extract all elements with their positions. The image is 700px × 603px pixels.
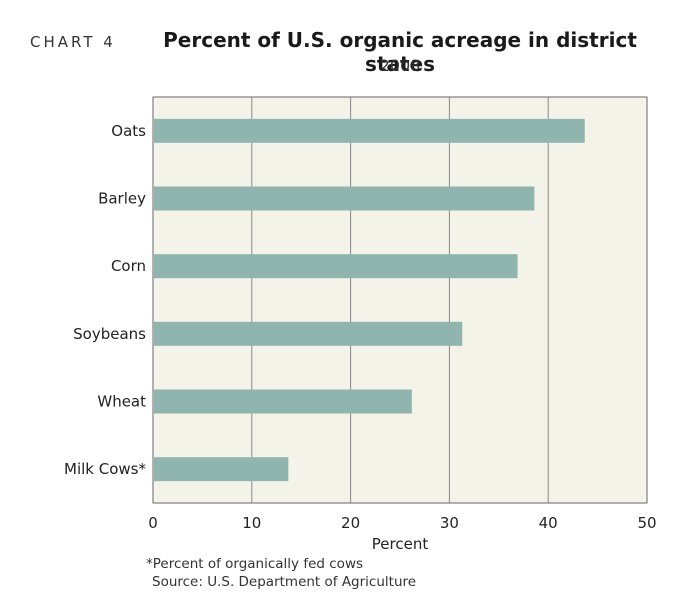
bar-wheat [154,389,412,414]
plot-area [153,97,647,503]
x-tick-label: 0 [148,514,158,532]
x-tick-label: 50 [637,514,656,532]
source-note: Source: U.S. Department of Agriculture [152,574,417,590]
bar-oats [154,118,585,143]
x-tick-label: 30 [440,514,459,532]
category-label: Wheat [97,393,146,411]
category-label: Oats [111,122,146,140]
x-axis-label: Percent [372,535,429,553]
x-tick-label: 20 [341,514,360,532]
chart-number-label: CHART 4 [30,33,116,51]
bar-barley [154,186,535,211]
x-tick-label: 40 [539,514,558,532]
category-label: Barley [98,190,146,208]
category-label: Soybeans [73,325,146,343]
bar-corn [154,254,518,279]
chart-subtitle: 2008 [379,56,421,75]
category-label: Corn [111,257,146,275]
plot-border [152,96,648,504]
x-tick-label: 10 [242,514,261,532]
chart-title: Percent of U.S. organic acreage in distr… [163,28,637,76]
bar-soybeans [154,321,463,346]
category-label: Milk Cows* [64,460,146,478]
bar-milk-cows [154,457,289,482]
footnote: *Percent of organically fed cows [146,556,364,572]
